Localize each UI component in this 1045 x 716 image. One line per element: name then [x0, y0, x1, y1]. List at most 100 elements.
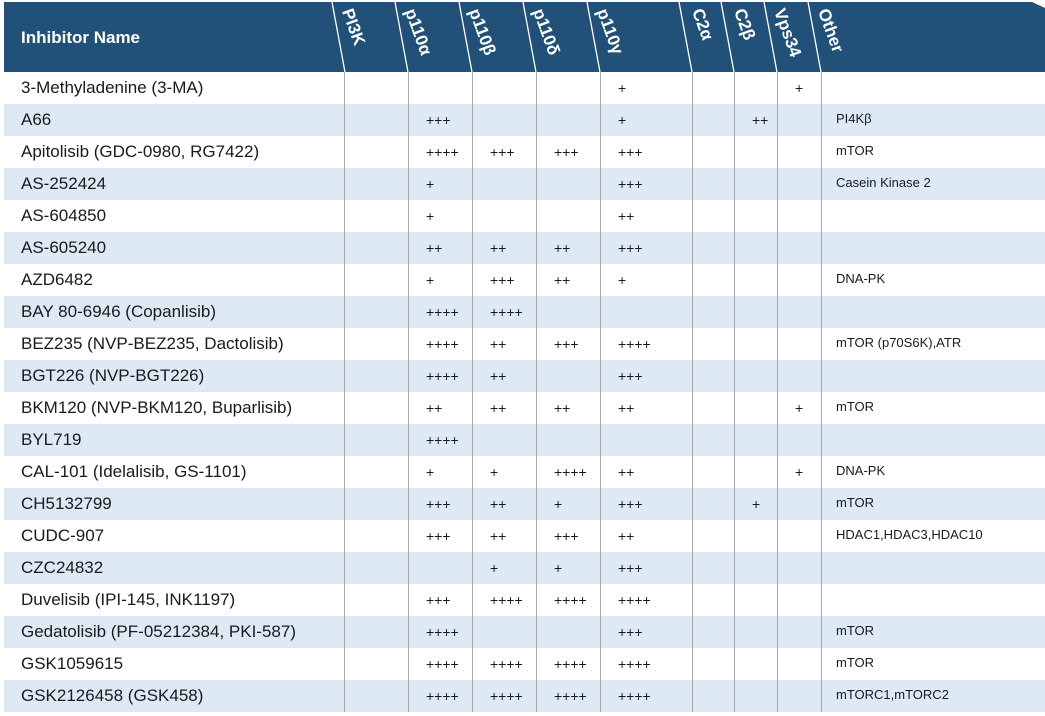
p110-beta-cell: ++++	[472, 648, 536, 680]
p110-delta-cell: ++++	[536, 456, 600, 488]
table-row: GSK1059615 ++++ ++++ ++++ ++++ mTOR	[4, 648, 1045, 680]
p110-beta-cell: ++	[472, 360, 536, 392]
p110-delta-cell: +++	[536, 520, 600, 552]
inhibitor-name-cell: BGT226 (NVP-BGT226)	[21, 366, 205, 385]
p110-beta-cell	[472, 104, 536, 136]
c2-beta-cell	[734, 520, 777, 552]
c2-beta-cell	[734, 296, 777, 328]
p110-beta-cell: +++	[472, 136, 536, 168]
other-cell	[821, 584, 1045, 616]
inhibitor-name-cell: BAY 80-6946 (Copanlisib)	[21, 302, 216, 321]
table-row: AS-605240 ++ ++ ++ +++	[4, 232, 1045, 264]
p110-beta-cell: ++++	[472, 680, 536, 712]
p110-delta-cell: ++++	[536, 680, 600, 712]
vps34-cell	[777, 264, 821, 296]
inhibitor-name-cell: CUDC-907	[21, 526, 105, 545]
other-cell: mTOR	[821, 616, 1045, 648]
p110-delta-cell	[536, 424, 600, 456]
inhibitor-name-cell: AS-604850	[21, 206, 107, 225]
p110-delta-cell	[536, 296, 600, 328]
inhibitor-name-cell: 3-Methyladenine (3-MA)	[21, 78, 204, 97]
c2-beta-cell	[734, 616, 777, 648]
c2-alpha-cell	[692, 552, 734, 584]
c2-beta-cell	[734, 648, 777, 680]
p110-alpha-cell: ++++	[408, 136, 472, 168]
p110-beta-cell: +	[472, 552, 536, 584]
p110-gamma-cell: +++	[600, 360, 692, 392]
other-cell	[821, 200, 1045, 232]
p110-beta-cell: ++++	[472, 296, 536, 328]
c2-alpha-cell	[692, 264, 734, 296]
other-cell	[821, 424, 1045, 456]
header-background	[4, 1, 1045, 72]
other-cell: mTOR	[821, 488, 1045, 520]
c2-beta-cell	[734, 168, 777, 200]
p110-gamma-cell: ++	[600, 456, 692, 488]
other-cell	[821, 552, 1045, 584]
table-row: A66 +++ + ++ PI4Kβ	[4, 104, 1045, 136]
vps34-cell: +	[777, 72, 821, 104]
p110-delta-cell	[536, 200, 600, 232]
pi3k-cell	[344, 328, 408, 360]
pi3k-cell	[344, 232, 408, 264]
p110-alpha-cell	[408, 72, 472, 104]
other-cell	[821, 296, 1045, 328]
other-cell: DNA-PK	[821, 456, 1045, 488]
pi3k-cell	[344, 200, 408, 232]
p110-delta-cell	[536, 72, 600, 104]
pi3k-cell	[344, 424, 408, 456]
pi3k-cell	[344, 136, 408, 168]
pi3k-cell	[344, 72, 408, 104]
c2-beta-cell	[734, 200, 777, 232]
p110-gamma-cell: ++++	[600, 328, 692, 360]
c2-alpha-cell	[692, 392, 734, 424]
p110-alpha-cell: +++	[408, 104, 472, 136]
c2-alpha-cell	[692, 456, 734, 488]
inhibitor-name-cell: GSK1059615	[21, 654, 124, 673]
inhibitor-name-cell: BEZ235 (NVP-BEZ235, Dactolisib)	[21, 334, 284, 353]
c2-beta-cell	[734, 360, 777, 392]
pi3k-cell	[344, 360, 408, 392]
c2-beta-cell: ++	[734, 104, 777, 136]
p110-beta-cell	[472, 424, 536, 456]
p110-gamma-cell	[600, 424, 692, 456]
table-row: 3-Methyladenine (3-MA) + +	[4, 72, 1045, 104]
c2-beta-cell: +	[734, 488, 777, 520]
p110-gamma-cell: ++	[600, 392, 692, 424]
p110-beta-cell	[472, 200, 536, 232]
p110-delta-cell: ++	[536, 232, 600, 264]
table-row: CUDC-907 +++ ++ +++ ++ HDAC1,HDAC3,HDAC10	[4, 520, 1045, 552]
vps34-cell	[777, 360, 821, 392]
vps34-cell: +	[777, 456, 821, 488]
inhibitor-name-cell: AZD6482	[21, 270, 93, 289]
c2-alpha-cell	[692, 520, 734, 552]
inhibitor-name-cell: Duvelisib (IPI-145, INK1197)	[21, 590, 236, 609]
p110-gamma-cell: +++	[600, 232, 692, 264]
inhibitor-name-cell: BYL719	[21, 430, 82, 449]
p110-alpha-cell: +++	[408, 488, 472, 520]
p110-delta-cell	[536, 168, 600, 200]
table-row: BYL719 ++++	[4, 424, 1045, 456]
pi3k-cell	[344, 488, 408, 520]
c2-beta-cell	[734, 72, 777, 104]
vps34-cell	[777, 328, 821, 360]
vps34-cell	[777, 136, 821, 168]
other-cell: PI4Kβ	[821, 104, 1045, 136]
p110-gamma-cell: +	[600, 72, 692, 104]
other-cell: HDAC1,HDAC3,HDAC10	[821, 520, 1045, 552]
p110-gamma-cell: +++	[600, 168, 692, 200]
c2-beta-cell	[734, 136, 777, 168]
vps34-cell	[777, 648, 821, 680]
table-row: AS-604850 + ++	[4, 200, 1045, 232]
other-cell	[821, 232, 1045, 264]
p110-alpha-cell: ++	[408, 392, 472, 424]
inhibitor-name-cell: GSK2126458 (GSK458)	[21, 686, 204, 705]
table-row: CZC24832 + + +++	[4, 552, 1045, 584]
p110-alpha-cell: ++++	[408, 328, 472, 360]
c2-alpha-cell	[692, 136, 734, 168]
c2-beta-cell	[734, 456, 777, 488]
c2-beta-cell	[734, 584, 777, 616]
inhibitor-name-cell: BKM120 (NVP-BKM120, Buparlisib)	[21, 398, 293, 417]
c2-alpha-cell	[692, 360, 734, 392]
c2-alpha-cell	[692, 72, 734, 104]
